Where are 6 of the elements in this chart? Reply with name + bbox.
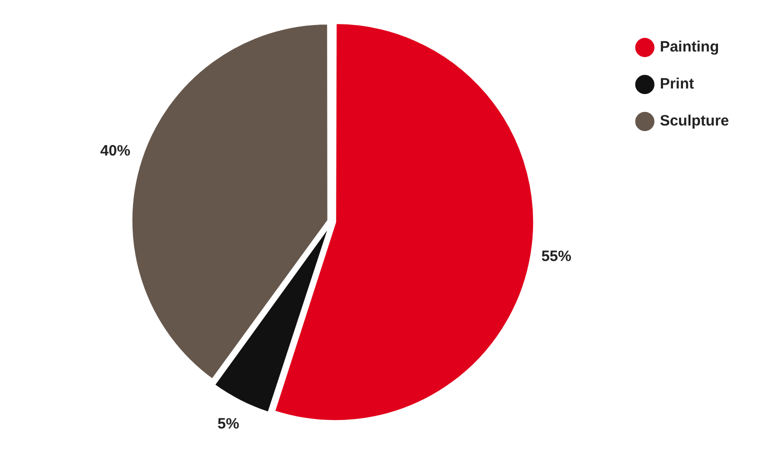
data-label: 5% bbox=[218, 415, 240, 432]
data-label: 40% bbox=[100, 142, 130, 160]
data-label: 55% bbox=[541, 248, 572, 266]
legend-label: Print bbox=[660, 76, 694, 93]
legend-label: Sculpture bbox=[660, 112, 730, 130]
legend-label: Painting bbox=[660, 38, 719, 56]
